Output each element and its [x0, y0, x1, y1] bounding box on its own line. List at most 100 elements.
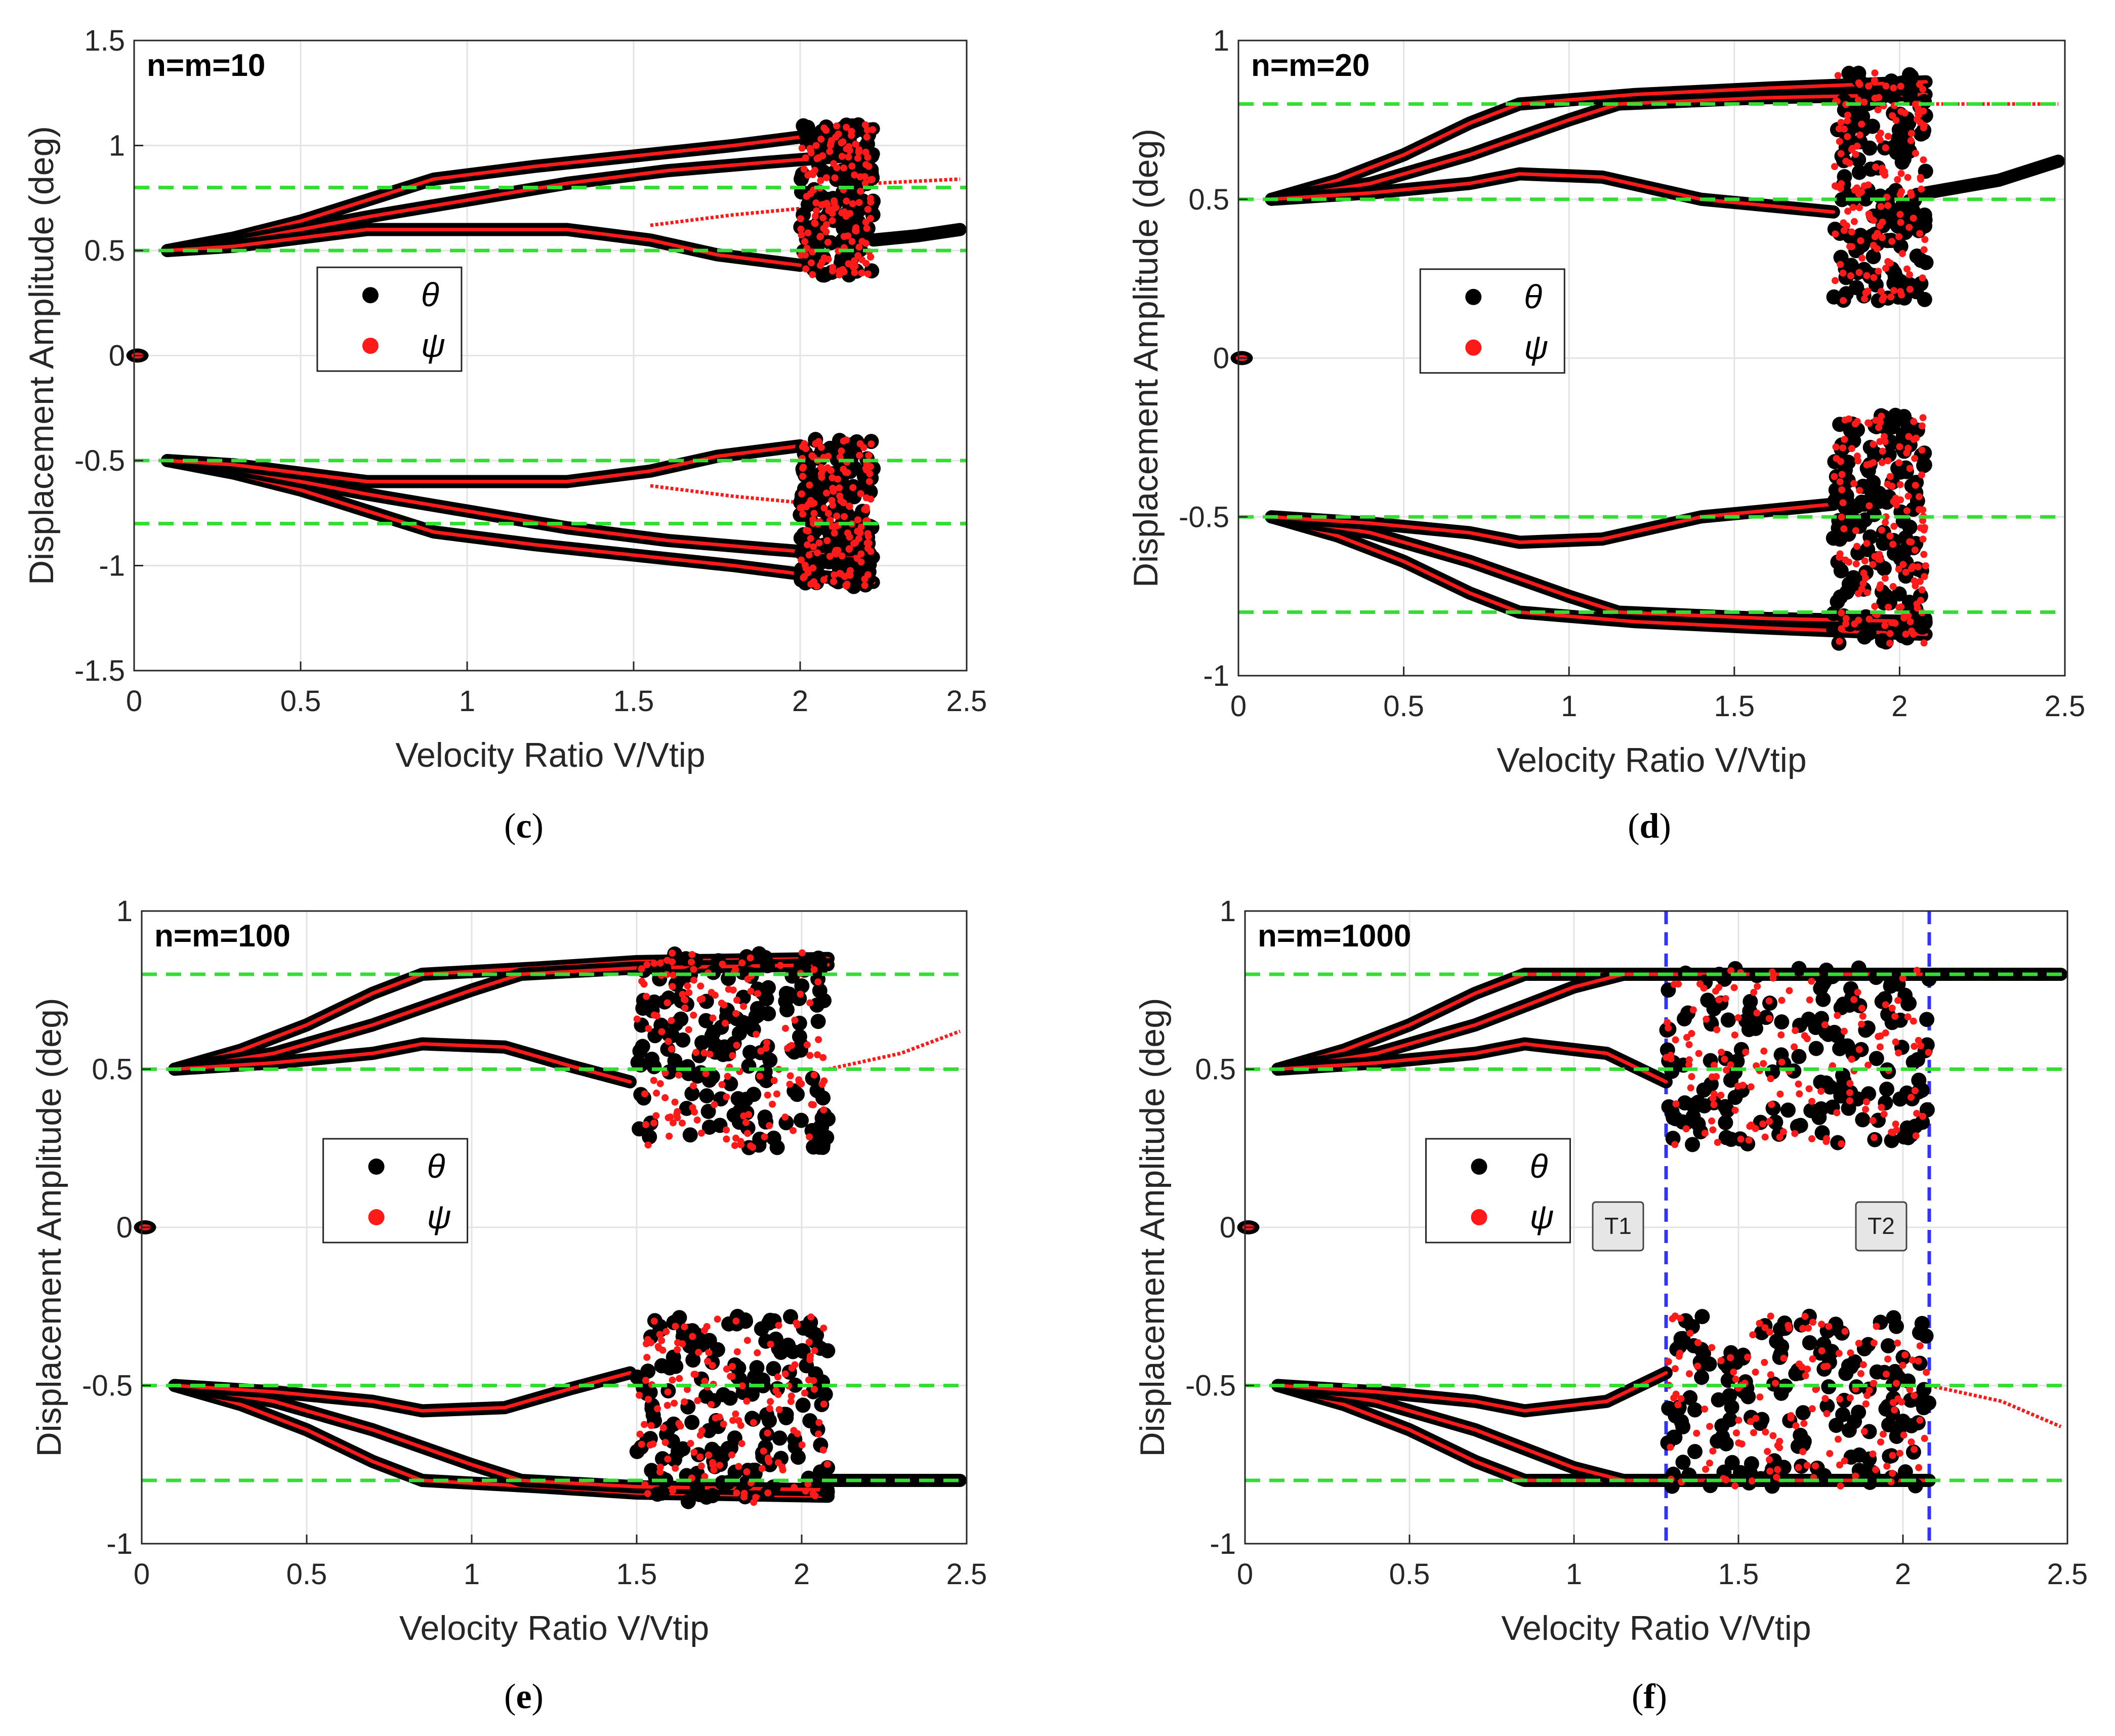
psi-point [1863, 540, 1871, 547]
psi-point [800, 166, 808, 173]
psi-point [804, 1480, 812, 1488]
psi-point [858, 238, 866, 245]
theta-point [1851, 1404, 1867, 1420]
psi-point [805, 551, 813, 559]
x-tick-label: 0.5 [1383, 690, 1424, 723]
psi-point [814, 978, 822, 986]
theta-point [1849, 1091, 1865, 1107]
psi-point [1915, 1357, 1922, 1365]
psi-point [1674, 1401, 1682, 1409]
theta-point [1868, 970, 1884, 985]
legend-label: θ [1530, 1147, 1548, 1185]
psi-point [1730, 1368, 1737, 1376]
psi-point [1717, 1092, 1725, 1099]
theta-point [820, 1343, 836, 1358]
theta-point [1694, 1370, 1710, 1385]
psi-point [1891, 619, 1899, 627]
psi-point [740, 1490, 748, 1497]
psi-point [820, 254, 828, 262]
psi-point [1710, 1101, 1718, 1108]
psi-point [861, 173, 868, 181]
psi-point [675, 1071, 683, 1079]
psi-point [1856, 131, 1863, 139]
theta-point [1853, 228, 1869, 243]
y-tick-label: 0 [1213, 342, 1229, 375]
psi-point [1911, 546, 1919, 554]
psi-point [1837, 118, 1845, 126]
psi-point [1882, 1001, 1889, 1009]
psi-point [1898, 250, 1906, 258]
psi-point [1805, 1085, 1813, 1093]
psi-point [664, 1455, 672, 1463]
psi-point [1876, 222, 1884, 230]
psi-point [719, 960, 726, 968]
psi-point [1890, 498, 1897, 505]
psi-point [708, 988, 715, 996]
theta-point [1898, 568, 1914, 584]
psi-point [733, 1348, 741, 1355]
psi-point [1895, 459, 1903, 467]
psi-point [865, 451, 873, 459]
psi-point [866, 253, 874, 261]
psi-point [1839, 499, 1847, 507]
psi-point [1831, 182, 1839, 190]
theta-point [642, 1129, 657, 1145]
psi-point [732, 1410, 739, 1418]
psi-point [1872, 163, 1880, 171]
legend-psi-marker [1471, 1209, 1487, 1225]
psi-point [1687, 1084, 1694, 1092]
psi-point [1765, 1456, 1773, 1463]
psi-point [867, 440, 875, 448]
psi-point [1917, 1042, 1925, 1050]
psi-point [1879, 1430, 1887, 1438]
theta-point [1911, 1072, 1927, 1088]
psi-point [824, 510, 832, 517]
psi-point [1919, 414, 1927, 422]
psi-point [1920, 639, 1928, 647]
psi-point [1852, 1472, 1859, 1480]
psi-point [750, 1419, 757, 1426]
psi-point [866, 194, 874, 202]
psi-point [1844, 208, 1852, 215]
psi-point [1914, 563, 1922, 571]
psi-point [1831, 163, 1838, 171]
psi-point [806, 481, 813, 489]
psi-point [1889, 541, 1897, 548]
psi-point [813, 207, 820, 215]
psi-point [837, 268, 845, 276]
psi-point [693, 1116, 701, 1124]
psi-point [1862, 1400, 1870, 1408]
psi-point [1910, 215, 1917, 222]
psi-point [1712, 987, 1719, 995]
psi-point [810, 1377, 817, 1384]
psi-point [728, 1373, 736, 1380]
psi-point [1841, 436, 1848, 443]
psi-point [805, 1338, 813, 1346]
psi-point [1877, 287, 1885, 295]
theta-point [1793, 1118, 1808, 1133]
legend: θψ [1425, 1138, 1571, 1244]
psi-point [1881, 574, 1889, 582]
theta-point [675, 1441, 691, 1457]
y-tick-label: -0.5 [1179, 501, 1229, 533]
psi-point [669, 1119, 677, 1127]
psi-point [1907, 1094, 1915, 1101]
psi-point [807, 1313, 815, 1321]
psi-point [1874, 230, 1881, 237]
theta-point [1720, 1012, 1736, 1028]
psi-point [791, 1016, 799, 1024]
psi-point [1890, 84, 1897, 92]
psi-point [1894, 176, 1901, 183]
psi-point [650, 1317, 658, 1325]
psi-point [857, 550, 865, 558]
psi-point [1747, 1083, 1755, 1091]
psi-point [1821, 1395, 1829, 1402]
psi-point [1837, 150, 1845, 157]
theta-point [1702, 1356, 1717, 1372]
theta-branch [1919, 154, 2065, 200]
psi-point [1694, 1362, 1702, 1370]
psi-branch-overlay [1269, 515, 1928, 636]
psi-point [1884, 1355, 1892, 1363]
psi-point [1701, 1406, 1709, 1413]
psi-point [1832, 443, 1840, 451]
